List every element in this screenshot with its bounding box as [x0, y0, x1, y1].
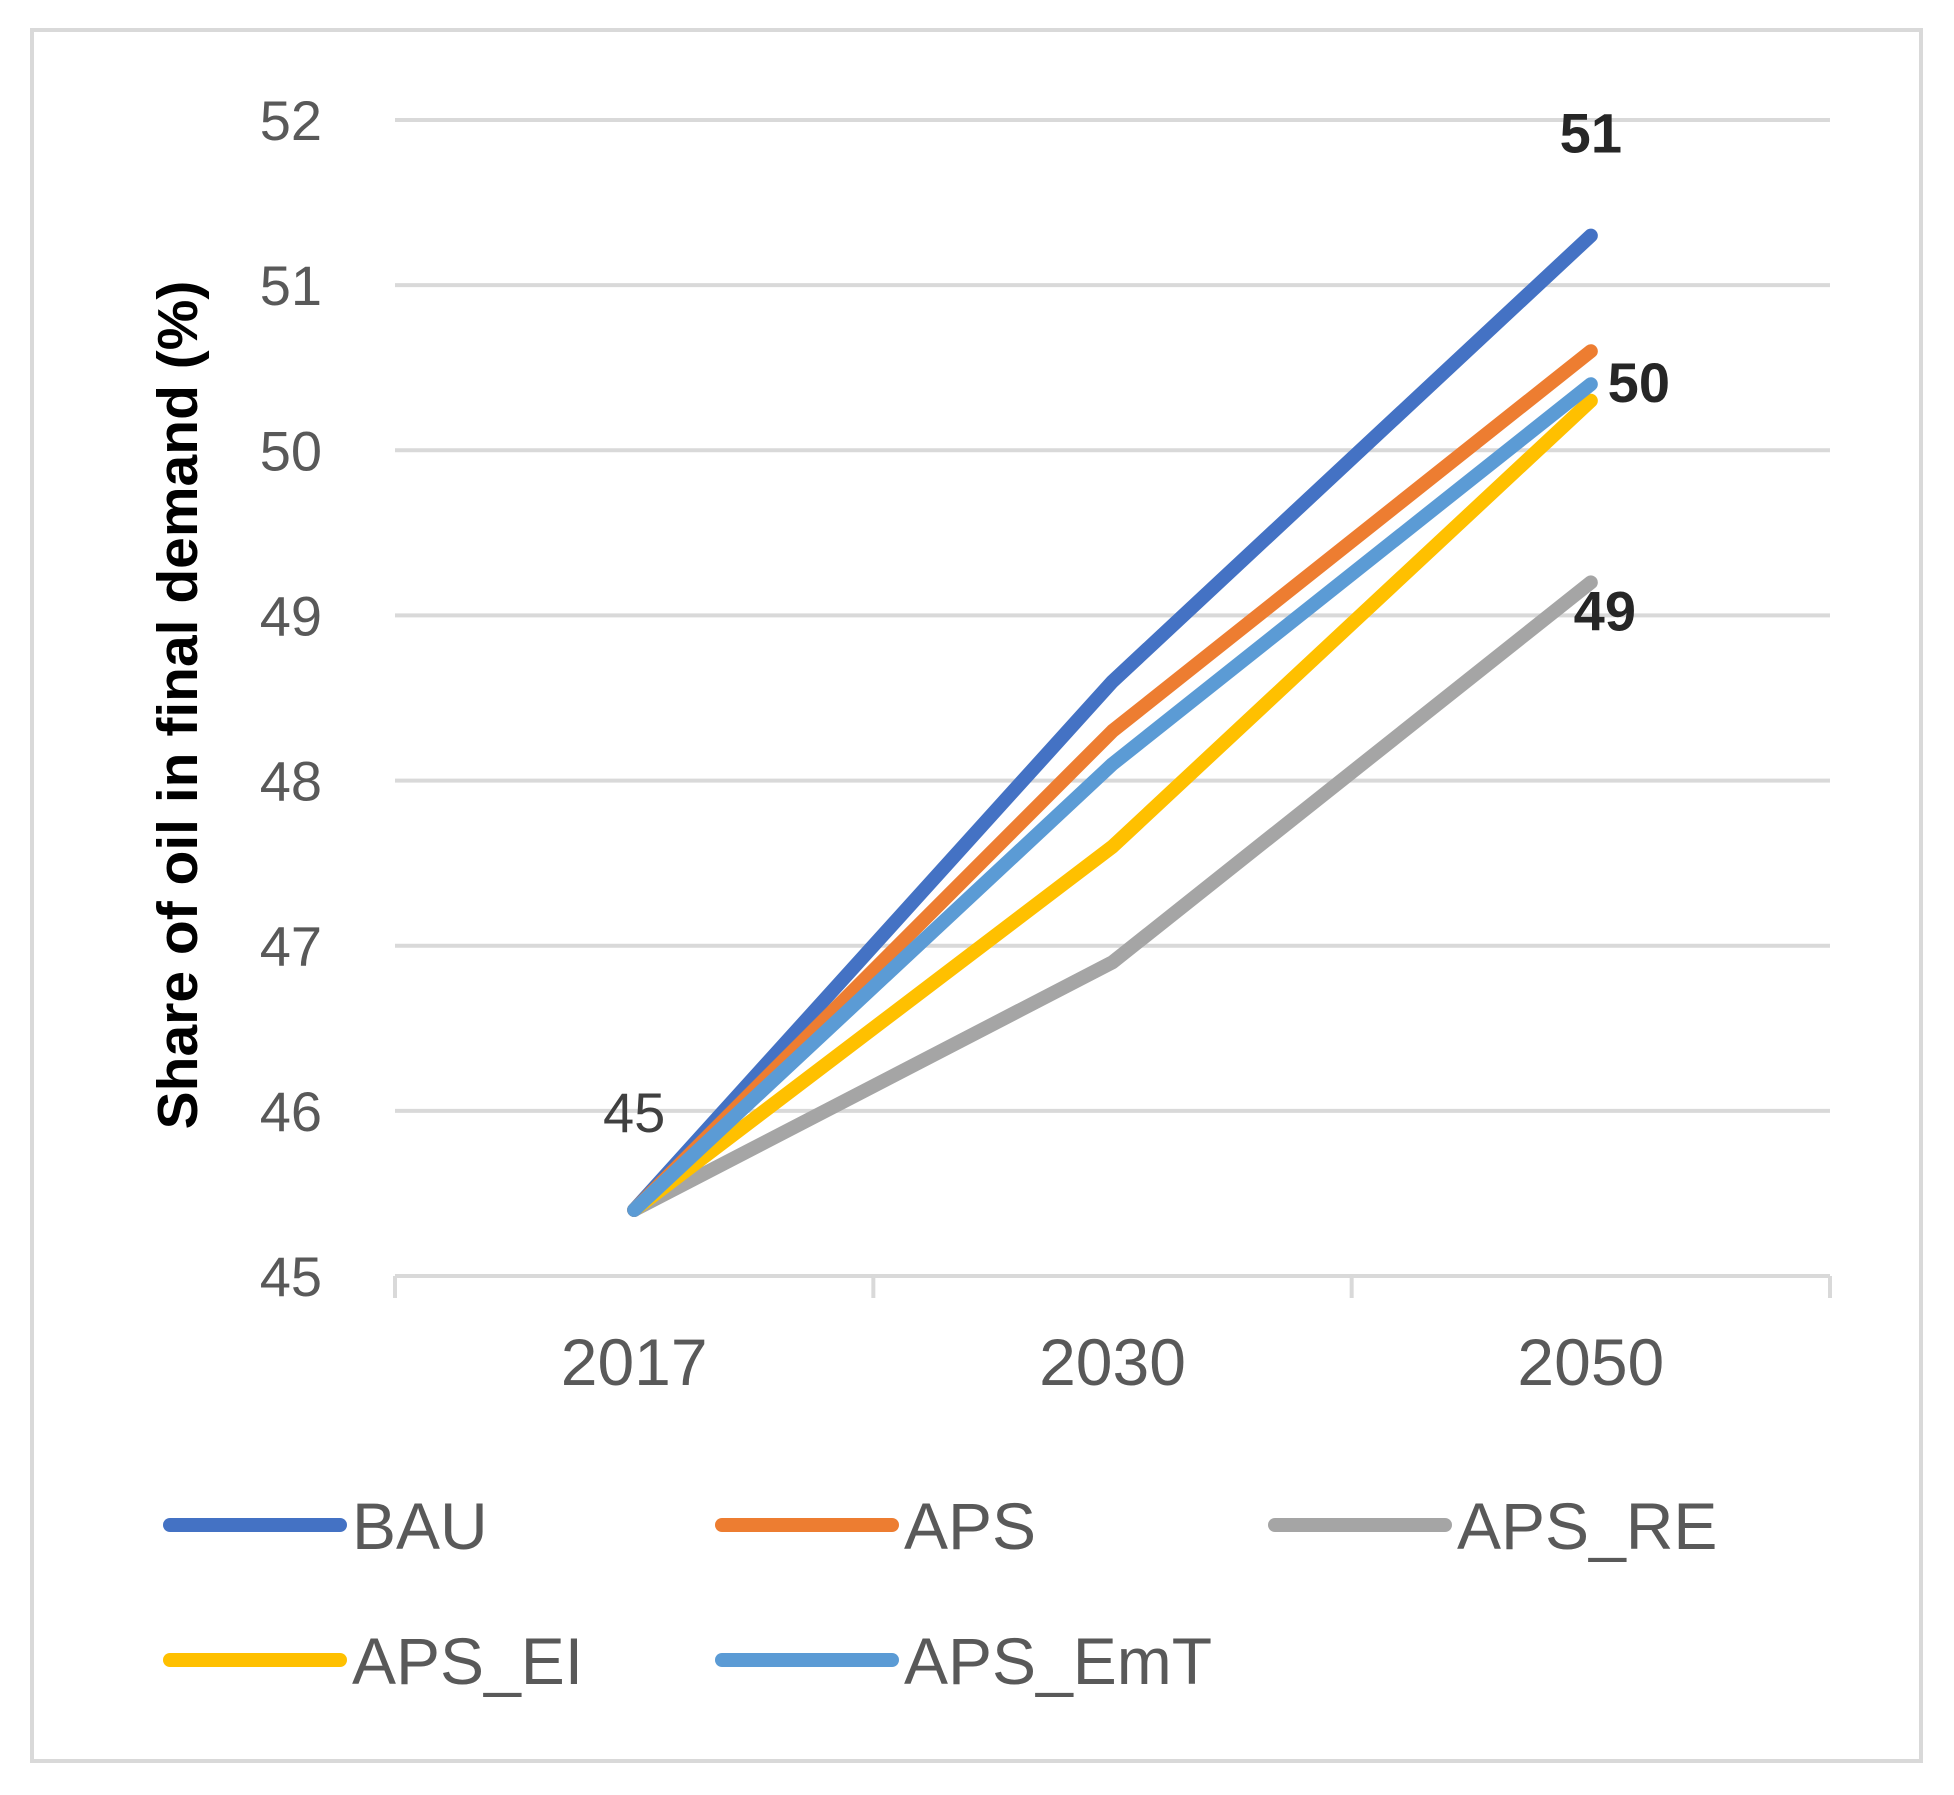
- y-tick-label: 49: [260, 584, 322, 647]
- series-line-aps-ei: [627, 393, 1598, 1217]
- legend-label: BAU: [352, 1489, 488, 1563]
- x-tick-label: 2030: [1039, 1325, 1186, 1399]
- y-tick-label: 50: [260, 419, 322, 482]
- legend-item-aps-re[interactable]: APS_RE: [1268, 1489, 1717, 1563]
- series-line-aps-emt: [627, 377, 1598, 1217]
- y-axis-label: Share of oil in final demand (%): [146, 281, 210, 1130]
- data-label: 51: [1560, 102, 1622, 165]
- y-tick-label: 46: [260, 1080, 322, 1143]
- series-line-aps: [627, 344, 1598, 1217]
- legend-label: APS_RE: [1457, 1489, 1717, 1563]
- y-tick-label: 48: [260, 750, 322, 813]
- legend-item-bau[interactable]: BAU: [163, 1489, 488, 1563]
- legend-label: APS_EI: [352, 1624, 583, 1698]
- legend-label: APS: [904, 1489, 1036, 1563]
- data-label: 50: [1608, 351, 1670, 414]
- y-tick-label: 52: [260, 89, 322, 152]
- series-line-aps-re: [627, 575, 1598, 1217]
- series-line-bau: [627, 228, 1598, 1217]
- y-tick-label: 51: [260, 254, 322, 317]
- data-label: 45: [603, 1081, 665, 1144]
- x-tick-label: 2017: [561, 1325, 708, 1399]
- legend-item-aps-emt[interactable]: APS_EmT: [715, 1624, 1212, 1698]
- y-tick-label: 47: [260, 915, 322, 978]
- x-tick-label: 2050: [1517, 1325, 1664, 1399]
- y-tick-label: 45: [260, 1245, 322, 1308]
- data-label: 49: [1574, 579, 1636, 642]
- legend-label: APS_EmT: [904, 1624, 1212, 1698]
- legend-item-aps[interactable]: APS: [715, 1489, 1036, 1563]
- legend-item-aps-ei[interactable]: APS_EI: [163, 1624, 583, 1698]
